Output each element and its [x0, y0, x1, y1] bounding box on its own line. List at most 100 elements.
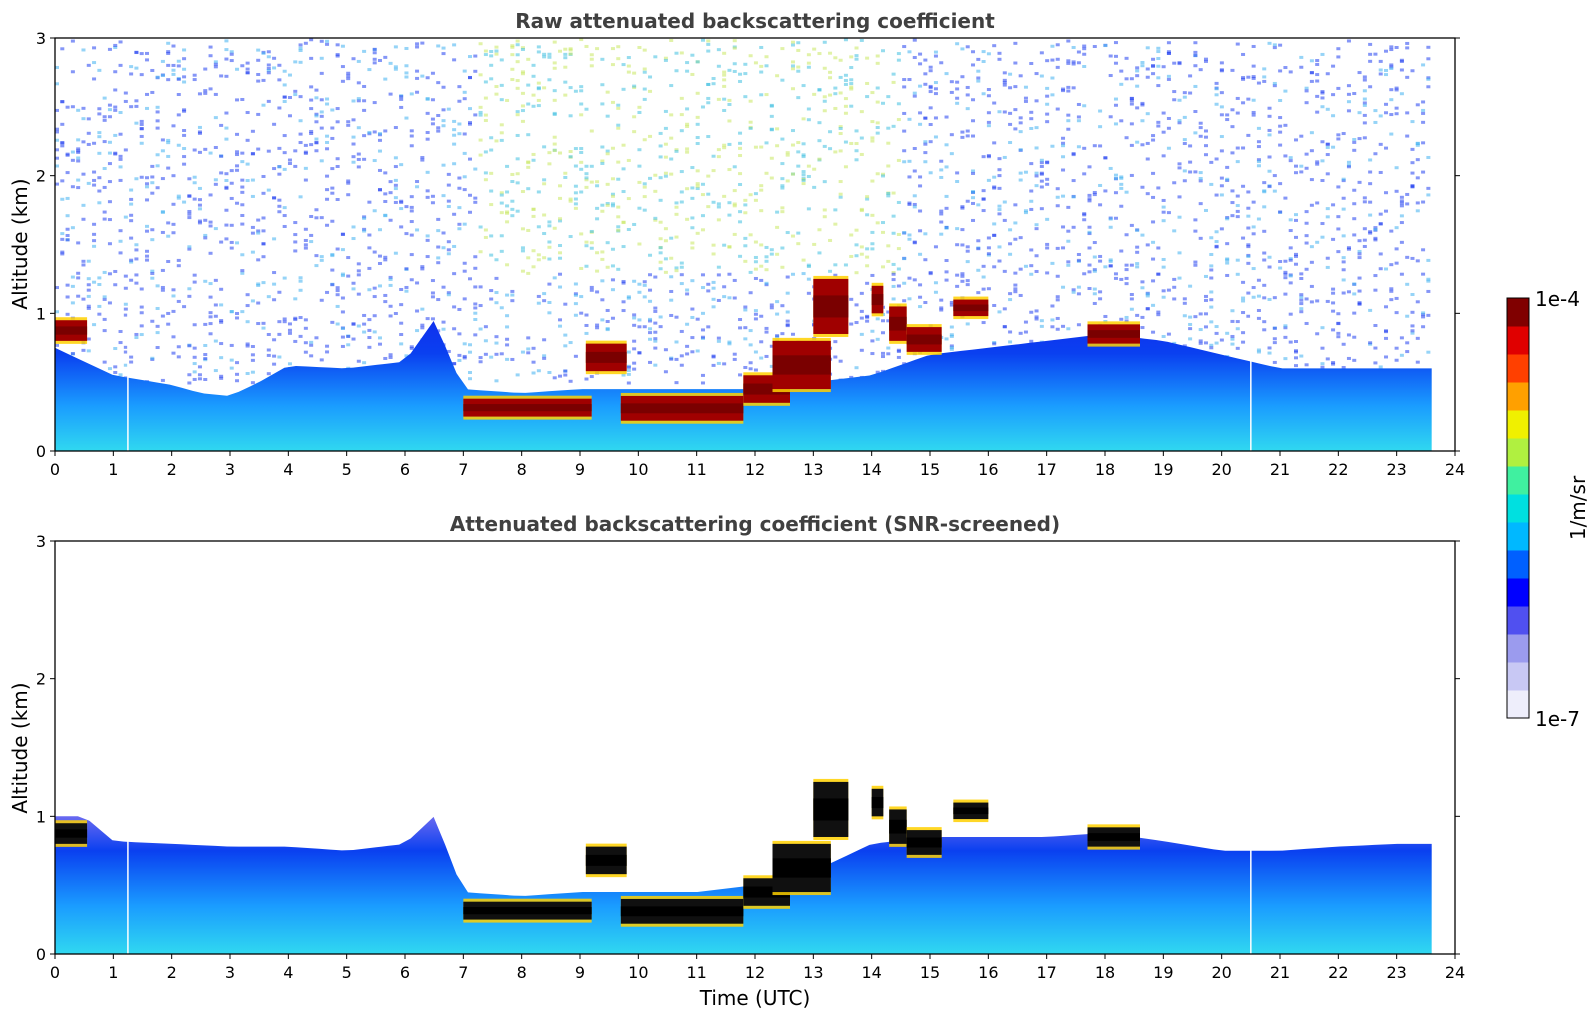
heatmap-raw	[55, 38, 1432, 451]
x-tick-label: 11	[686, 460, 706, 479]
x-tick-label: 13	[803, 963, 823, 982]
x-tick-label: 19	[1153, 963, 1173, 982]
colorbar-min-label: 1e-7	[1535, 707, 1580, 731]
cloud-layer-core	[772, 858, 831, 878]
x-tick-label: 6	[400, 963, 410, 982]
colorbar-gradient	[1507, 298, 1529, 719]
colorbar-step	[1507, 382, 1529, 411]
colorbar-step	[1507, 466, 1529, 495]
colorbar-step	[1507, 578, 1529, 607]
x-tick-label: 7	[458, 460, 468, 479]
y-tick-label: 0	[36, 442, 46, 461]
colorbar-max-label: 1e-4	[1535, 287, 1580, 311]
cloud-layer-core	[889, 316, 907, 331]
cloud-layer-core	[55, 326, 88, 335]
colorbar-step	[1507, 494, 1529, 523]
x-tick-label: 10	[628, 460, 648, 479]
x-tick-label: 14	[861, 460, 881, 479]
y-axis-label: Altitude (km)	[8, 682, 32, 813]
y-tick-labels: 0 1 2 3	[36, 532, 1460, 964]
x-tick-label: 8	[517, 963, 527, 982]
y-tick-label: 0	[36, 945, 46, 964]
x-tick-label: 7	[458, 963, 468, 982]
x-tick-label: 20	[1211, 460, 1231, 479]
cloud-layer-core	[889, 819, 907, 834]
x-tick-label: 13	[803, 460, 823, 479]
boundary-layer	[55, 321, 1432, 451]
y-tick-labels: 0 1 2 3	[36, 29, 1460, 461]
x-tick-label: 8	[517, 460, 527, 479]
y-tick-label: 2	[36, 670, 46, 689]
colorbar: 1e-4 1e-7 1/m/sr	[1506, 287, 1590, 731]
x-tick-label: 9	[575, 460, 585, 479]
x-tick-label: 0	[50, 963, 60, 982]
y-tick-label: 1	[36, 304, 46, 323]
x-tick-label: 1	[108, 963, 118, 982]
y-axis-label: Altitude (km)	[8, 178, 32, 309]
x-tick-label: 5	[342, 963, 352, 982]
cloud-layer-core	[620, 403, 744, 414]
cloud-layer-core	[813, 295, 849, 318]
cloud-layer-core	[906, 334, 942, 345]
x-tick-label: 2	[167, 963, 177, 982]
x-tick-label: 6	[400, 460, 410, 479]
x-tick-label: 23	[1386, 963, 1406, 982]
noise-field	[55, 38, 1431, 386]
colorbar-step	[1507, 438, 1529, 467]
x-tick-label: 22	[1328, 460, 1348, 479]
x-tick-label: 5	[342, 460, 352, 479]
x-tick-label: 22	[1328, 963, 1348, 982]
x-tick-label: 4	[283, 460, 293, 479]
chart-title: Raw attenuated backscattering coefficien…	[515, 9, 995, 33]
x-tick-label: 24	[1445, 963, 1465, 982]
x-tick-label: 20	[1211, 963, 1231, 982]
cloud-layer-core	[743, 383, 790, 395]
x-tick-label: 17	[1036, 460, 1056, 479]
x-tick-label: 18	[1095, 460, 1115, 479]
x-tick-label: 18	[1095, 963, 1115, 982]
cloud-layer-core	[585, 351, 627, 363]
cloud-layer-core	[953, 304, 989, 312]
x-tick-label: 19	[1153, 460, 1173, 479]
x-tick-labels: 0 1 2 3 4 5 6 7 8 9 10 11 12 13 14 15 16 17 18 19 20 21 22 23 24	[50, 954, 1465, 982]
chart-title: Attenuated backscattering coefficient (S…	[450, 512, 1060, 536]
cloud-layer-core	[813, 798, 849, 821]
x-tick-label: 12	[745, 460, 765, 479]
x-tick-label: 17	[1036, 963, 1056, 982]
boundary-layer	[55, 816, 1432, 954]
x-tick-label: 10	[628, 963, 648, 982]
y-tick-label: 3	[36, 532, 46, 551]
cloud-layer-core	[772, 355, 831, 375]
x-tick-label: 15	[920, 460, 940, 479]
y-tick-label: 1	[36, 807, 46, 826]
colorbar-step	[1507, 298, 1529, 327]
x-tick-label: 21	[1270, 460, 1290, 479]
cloud-layer-core	[1087, 330, 1140, 338]
colorbar-step	[1507, 634, 1529, 663]
x-tick-label: 4	[283, 963, 293, 982]
cloud-layer-core	[953, 807, 989, 815]
x-tick-label: 3	[225, 460, 235, 479]
cloud-layer-core	[55, 829, 88, 838]
colorbar-step	[1507, 354, 1529, 383]
heatmap-snr-screened	[55, 778, 1432, 954]
y-tick-label: 3	[36, 29, 46, 48]
panel-raw-backscatter: Raw attenuated backscattering coefficien…	[8, 9, 1465, 479]
colorbar-step	[1507, 690, 1529, 719]
y-tick-label: 2	[36, 167, 46, 186]
x-tick-label: 11	[686, 963, 706, 982]
colorbar-step	[1507, 550, 1529, 579]
x-tick-label: 14	[861, 963, 881, 982]
colorbar-step	[1507, 410, 1529, 439]
x-tick-label: 21	[1270, 963, 1290, 982]
x-tick-label: 16	[978, 963, 998, 982]
colorbar-step	[1507, 606, 1529, 635]
cloud-layer-core	[463, 404, 592, 412]
x-tick-label: 1	[108, 460, 118, 479]
x-tick-label: 24	[1445, 460, 1465, 479]
x-tick-label: 0	[50, 460, 60, 479]
x-tick-label: 2	[167, 460, 177, 479]
x-tick-label: 23	[1386, 460, 1406, 479]
panel-snr-screened-backscatter: Attenuated backscattering coefficient (S…	[8, 512, 1465, 1010]
